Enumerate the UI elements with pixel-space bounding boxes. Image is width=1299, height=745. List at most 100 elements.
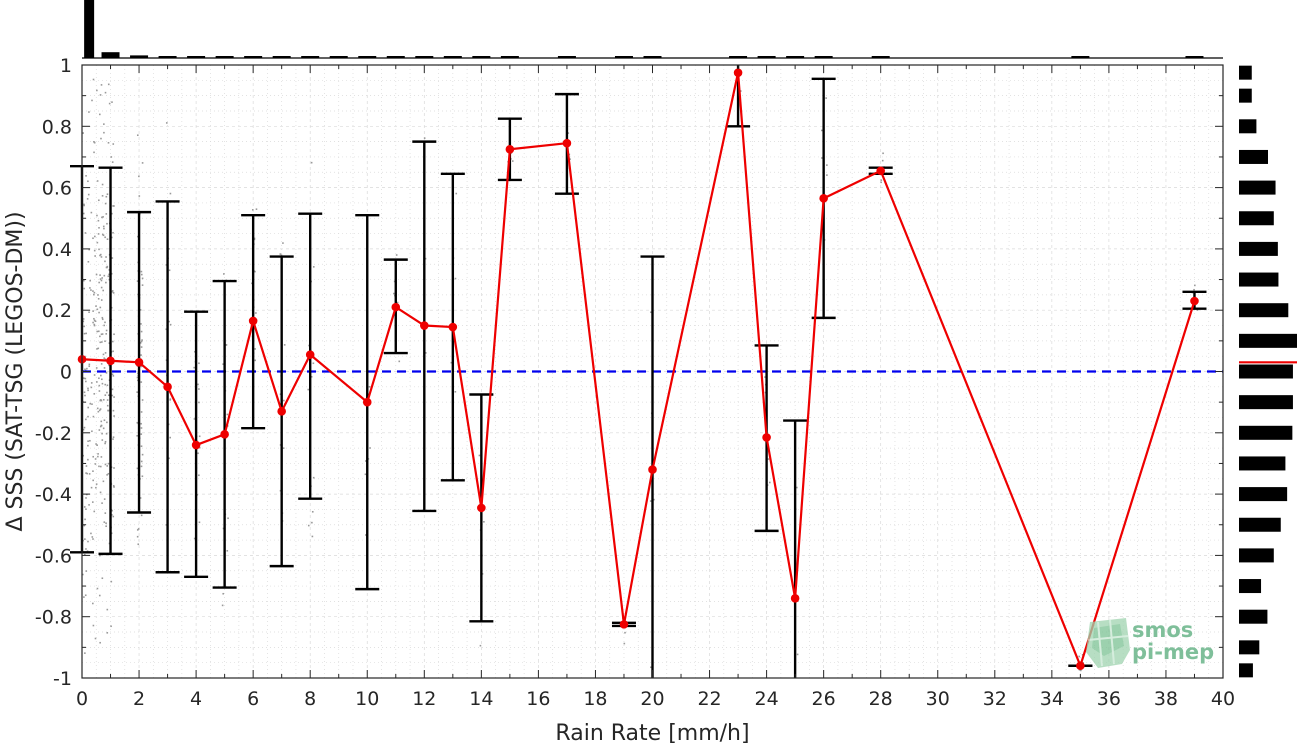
scatter-point bbox=[111, 373, 114, 376]
data-point bbox=[477, 503, 486, 513]
scatter-point bbox=[310, 161, 313, 164]
scatter-point bbox=[93, 151, 95, 154]
scatter-point bbox=[113, 396, 115, 398]
scatter-point bbox=[87, 444, 89, 447]
smos-pi-mep-logo: smos pi-mep bbox=[1086, 618, 1214, 668]
scatter-point bbox=[83, 391, 86, 394]
scatter-point bbox=[140, 465, 143, 468]
scatter-point bbox=[1193, 288, 1195, 291]
scatter-point bbox=[283, 344, 286, 346]
scatter-point bbox=[226, 549, 229, 552]
scatter-point bbox=[112, 143, 115, 145]
scatter-point bbox=[136, 421, 139, 424]
scatter-point bbox=[136, 376, 139, 379]
x-tick-label: 14 bbox=[469, 688, 493, 710]
scatter-point bbox=[107, 141, 110, 144]
scatter-point bbox=[98, 390, 101, 392]
scatter-point bbox=[251, 208, 254, 211]
scatter-point bbox=[279, 253, 282, 255]
scatter-point bbox=[101, 316, 104, 319]
scatter-point bbox=[101, 183, 104, 186]
scatter-point bbox=[98, 594, 101, 597]
scatter-point bbox=[198, 521, 201, 524]
scatter-point bbox=[93, 249, 96, 252]
scatter-point bbox=[105, 213, 108, 215]
scatter-point bbox=[100, 286, 103, 289]
scatter-point bbox=[83, 204, 85, 207]
scatter-point bbox=[111, 509, 113, 512]
scatter-point bbox=[138, 195, 141, 197]
scatter-point bbox=[87, 193, 90, 196]
scatter-point bbox=[100, 256, 103, 258]
scatter-point bbox=[282, 447, 285, 449]
scatter-point bbox=[83, 203, 85, 206]
x-tick-label: 4 bbox=[190, 688, 202, 710]
scatter-point bbox=[107, 275, 110, 278]
y-tick-label: 0 bbox=[60, 362, 72, 384]
scatter-point bbox=[82, 428, 85, 431]
scatter-point bbox=[425, 352, 427, 354]
scatter-point bbox=[105, 522, 107, 525]
scatter-point bbox=[111, 161, 114, 163]
scatter-point bbox=[98, 429, 101, 431]
scatter-point bbox=[86, 367, 88, 370]
scatter-point bbox=[90, 382, 93, 384]
scatter-point bbox=[106, 632, 109, 634]
scatter-point bbox=[101, 502, 103, 504]
scatter-point bbox=[90, 289, 92, 291]
scatter-point bbox=[106, 384, 109, 387]
scatter-point bbox=[102, 225, 105, 228]
top-histogram-bar bbox=[187, 56, 206, 58]
scatter-point bbox=[92, 470, 94, 472]
scatter-point bbox=[84, 368, 86, 371]
data-point bbox=[619, 620, 629, 629]
scatter-point bbox=[140, 381, 143, 383]
scatter-point bbox=[165, 328, 168, 331]
scatter-point bbox=[139, 497, 142, 499]
scatter-point bbox=[169, 436, 172, 439]
scatter-point bbox=[99, 278, 102, 280]
scatter-point bbox=[650, 311, 652, 314]
scatter-point bbox=[111, 514, 113, 516]
scatter-point bbox=[99, 641, 101, 644]
scatter-point bbox=[140, 340, 143, 343]
scatter-point bbox=[103, 227, 105, 230]
scatter-point bbox=[87, 260, 90, 263]
scatter-point bbox=[112, 375, 115, 377]
scatter-point bbox=[108, 364, 110, 367]
scatter-point bbox=[97, 294, 99, 296]
scatter-point bbox=[111, 212, 113, 215]
scatter-point bbox=[87, 440, 89, 442]
scatter-point bbox=[169, 323, 172, 326]
y-tick-label: -0.8 bbox=[35, 607, 72, 629]
data-point bbox=[876, 166, 886, 176]
scatter-point bbox=[141, 399, 144, 401]
scatter-point bbox=[165, 122, 168, 124]
scatter-point bbox=[796, 653, 799, 656]
scatter-point bbox=[136, 434, 138, 437]
scatter-point bbox=[87, 180, 89, 183]
scatter-point bbox=[93, 141, 96, 144]
right-histogram-bar bbox=[1239, 456, 1286, 471]
scatter-point bbox=[826, 164, 828, 166]
scatter-point bbox=[90, 486, 93, 489]
scatter-point bbox=[111, 257, 114, 259]
scatter-point bbox=[84, 594, 87, 597]
top-histogram-bar bbox=[729, 56, 748, 58]
scatter-point bbox=[198, 435, 201, 438]
scatter-point bbox=[99, 399, 102, 402]
scatter-point bbox=[106, 238, 109, 240]
scatter-point bbox=[112, 485, 115, 487]
scatter-point bbox=[193, 537, 196, 540]
top-histogram-bar bbox=[358, 56, 377, 58]
scatter-point bbox=[104, 236, 106, 239]
scatter-point bbox=[112, 438, 114, 440]
scatter-point bbox=[96, 444, 98, 446]
scatter-point bbox=[88, 248, 90, 251]
scatter-point bbox=[102, 427, 105, 430]
scatter-point bbox=[100, 374, 102, 377]
scatter-point bbox=[106, 608, 109, 611]
scatter-point bbox=[398, 360, 401, 363]
scatter-point bbox=[106, 266, 108, 269]
